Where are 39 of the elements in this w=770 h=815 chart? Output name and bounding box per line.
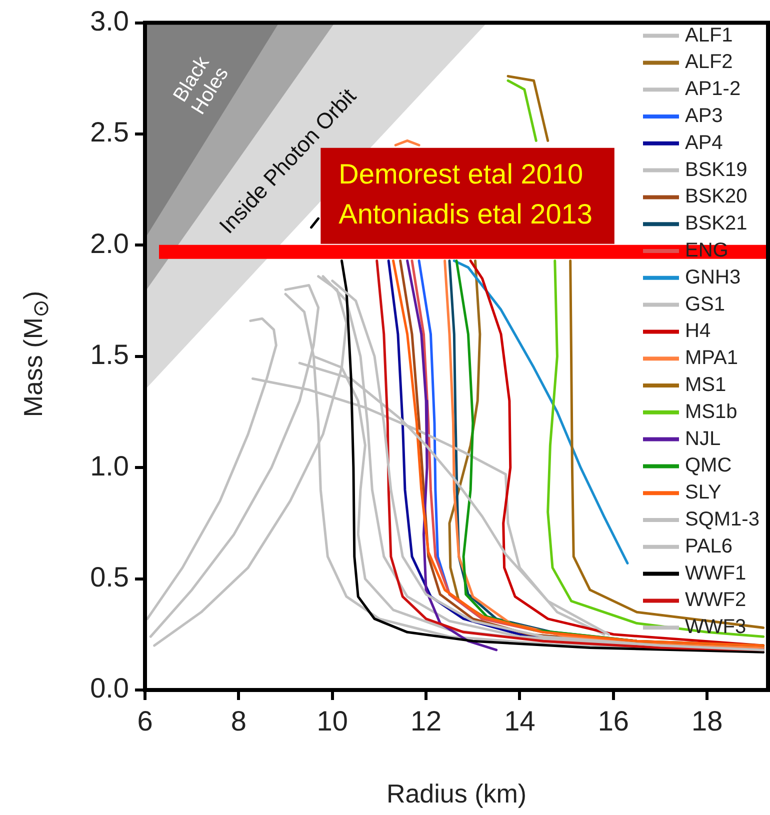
y-tick-label: 3.0 xyxy=(90,6,129,37)
legend-label: GS1 xyxy=(685,293,726,316)
legend-label: WWF1 xyxy=(685,562,746,584)
x-tick-label: 6 xyxy=(137,706,153,737)
legend-label: BSK21 xyxy=(685,212,748,235)
legend-label: QMC xyxy=(685,454,732,477)
legend-label: PAL6 xyxy=(685,535,732,558)
x-axis-title: Radius (km) xyxy=(386,778,527,809)
y-tick-label: 0.5 xyxy=(90,562,129,593)
y-tick-label: 1.0 xyxy=(90,450,129,482)
x-tick-label: 16 xyxy=(598,706,629,737)
legend-label: ENG xyxy=(685,240,728,262)
legend-label: AP3 xyxy=(685,105,723,128)
legend-label: SLY xyxy=(685,482,722,504)
legend-label: ALF1 xyxy=(685,24,733,46)
legend-label: BSK19 xyxy=(685,158,748,181)
legend-label: MS1b xyxy=(685,400,738,423)
legend-label: AP4 xyxy=(685,132,723,154)
legend-label: BSK20 xyxy=(685,186,748,208)
y-tick-label: 2.0 xyxy=(90,228,129,259)
x-tick-label: 18 xyxy=(692,706,723,737)
x-tick-label: 8 xyxy=(230,706,246,737)
x-tick-label: 10 xyxy=(316,706,348,737)
y-tick-label: 2.5 xyxy=(90,116,129,148)
x-tick-label: 12 xyxy=(410,706,442,737)
legend-label: AP1-2 xyxy=(685,78,741,100)
legend-label: SQM1-3 xyxy=(685,508,760,531)
legend-label: NJL xyxy=(685,428,721,450)
x-tick-label: 14 xyxy=(504,706,536,737)
legend-label: GNH3 xyxy=(685,266,741,288)
y-tick-label: 0.0 xyxy=(90,672,129,704)
annotation: Antoniadis etal 2013 xyxy=(338,198,592,230)
legend-label: ALF2 xyxy=(685,51,733,74)
annotation: Demorest etal 2010 xyxy=(338,158,584,190)
legend-label: H4 xyxy=(685,320,711,342)
legend-label: MS1 xyxy=(685,374,726,396)
y-tick-label: 1.5 xyxy=(90,339,129,370)
legend-label: MPA1 xyxy=(685,347,738,370)
legend-label: WWF2 xyxy=(685,589,746,612)
